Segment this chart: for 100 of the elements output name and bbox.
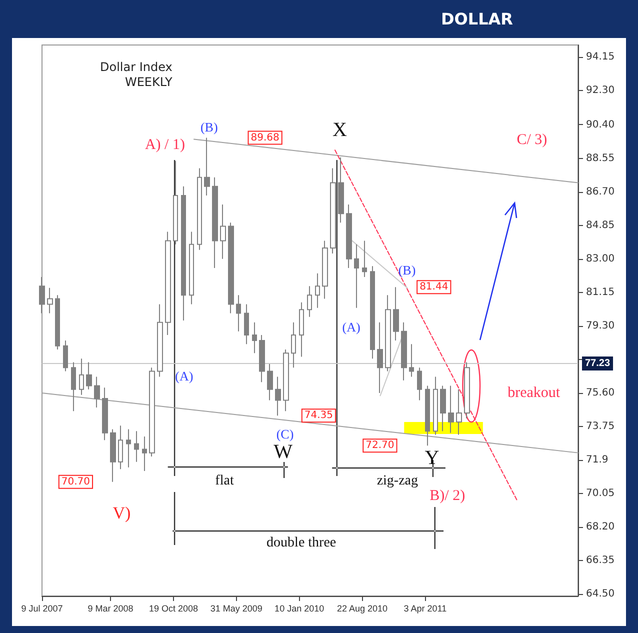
candlestick — [94, 376, 100, 408]
x-tick-label: 10 Jan 2010 — [274, 604, 324, 614]
candlestick — [149, 367, 155, 457]
annotation: (B) — [398, 262, 416, 278]
annotation: double three — [266, 536, 336, 550]
annotation: 89.68 — [250, 132, 280, 144]
candlestick — [393, 286, 399, 341]
x-tick-label: 9 Mar 2008 — [88, 604, 134, 614]
y-tick-label: 70.05 — [586, 488, 615, 500]
candlestick — [212, 176, 218, 268]
annotation: C/ 3) — [516, 132, 548, 148]
x-tick-label: 31 May 2009 — [210, 604, 262, 614]
candlestick — [409, 344, 414, 378]
annotation: 72.70 — [366, 440, 394, 452]
annotation: WEEKLY — [124, 75, 173, 89]
x-tick-label: 9 Jul 2007 — [21, 604, 63, 614]
annotation: zig-zag — [376, 474, 418, 488]
annotation: X — [332, 119, 348, 141]
x-tick-label: 3 Apr 2011 — [404, 604, 447, 614]
candlestick — [259, 334, 265, 383]
annotation: 74.35 — [304, 410, 334, 422]
annotation: B)/ 2) — [430, 488, 466, 504]
candlestick — [322, 240, 328, 300]
annotation: (C) — [276, 426, 294, 442]
candlestick — [142, 436, 147, 472]
candlestick — [47, 287, 53, 314]
candlestick — [401, 322, 407, 381]
candlestick — [63, 340, 68, 372]
candlestick — [181, 186, 186, 321]
candlestick — [220, 204, 226, 260]
candlestick — [315, 272, 320, 308]
candlestick — [267, 364, 273, 401]
y-tick-label: 90.40 — [586, 119, 615, 130]
candlestick — [370, 266, 375, 360]
candlestick — [71, 362, 76, 412]
x-tick-label: 22 Aug 2010 — [336, 604, 388, 614]
candlestick — [417, 367, 422, 401]
candlestick — [346, 204, 352, 268]
candlestick — [173, 160, 178, 245]
candlestick — [236, 294, 241, 332]
y-tick-label: 83.00 — [586, 253, 615, 264]
candlestick — [118, 425, 123, 470]
candlestick — [433, 376, 438, 436]
annotation: (A) — [175, 368, 194, 384]
candlestick — [134, 430, 139, 462]
y-tick-label: 71.9 — [586, 454, 608, 466]
candlestick — [338, 156, 344, 224]
ref-line-label: 77.23 — [585, 358, 610, 369]
chart-title: DOLLAR — [441, 10, 513, 28]
candlestick — [204, 137, 210, 196]
y-tick-label: 64.50 — [586, 588, 615, 600]
candlestick — [165, 231, 171, 336]
candlestick — [55, 294, 60, 350]
x-tick-label: 19 Oct 2008 — [148, 604, 198, 614]
candlestick — [86, 362, 92, 390]
annotation: breakout — [508, 385, 561, 401]
y-tick-label: 84.85 — [586, 220, 615, 231]
candlestick — [464, 362, 470, 419]
candlestick — [362, 240, 367, 278]
y-tick-label: 66.35 — [586, 555, 615, 566]
candlestick — [244, 304, 249, 345]
y-tick-label: 73.75 — [586, 421, 615, 432]
candlestick — [197, 168, 202, 250]
candlestick — [157, 304, 163, 378]
annotation: flat — [215, 474, 234, 488]
candlestick — [456, 388, 462, 436]
candlestick — [79, 358, 84, 396]
candlestick — [252, 322, 257, 354]
candlestick — [330, 168, 336, 254]
candlestick — [291, 322, 296, 368]
candlestick — [440, 385, 446, 432]
y-tick-label: 75.60 — [586, 388, 615, 398]
candlestick — [110, 428, 116, 482]
candlestick — [377, 322, 383, 394]
annotation: (B) — [200, 120, 218, 134]
annotation: V) — [112, 504, 131, 522]
text: Dollar Index — [100, 60, 172, 74]
candlestick — [275, 376, 281, 416]
candlestick — [425, 385, 430, 446]
candlestick — [283, 349, 289, 412]
annotation: Y — [424, 447, 440, 469]
candlestick — [39, 276, 45, 314]
annotation: W — [274, 441, 293, 463]
y-tick-label: 81.15 — [586, 286, 615, 298]
candlestick — [102, 387, 108, 441]
annotation: 70.70 — [61, 476, 90, 488]
y-tick-label: 68.20 — [586, 522, 615, 533]
candlestick — [385, 294, 391, 372]
annotation: A) / 1) — [144, 137, 185, 153]
candlestick — [228, 222, 234, 314]
y-tick-label: 92.30 — [586, 84, 615, 96]
candlestick — [126, 428, 131, 468]
candlestick — [307, 286, 312, 318]
candlestick — [354, 244, 359, 308]
candlestick — [448, 385, 454, 434]
y-tick-label: 94.15 — [586, 51, 615, 62]
y-tick-label: 79.30 — [586, 320, 615, 332]
annotation: (A) — [342, 320, 360, 334]
y-tick-label: 86.70 — [586, 186, 615, 198]
y-tick-label: 88.55 — [586, 152, 615, 164]
